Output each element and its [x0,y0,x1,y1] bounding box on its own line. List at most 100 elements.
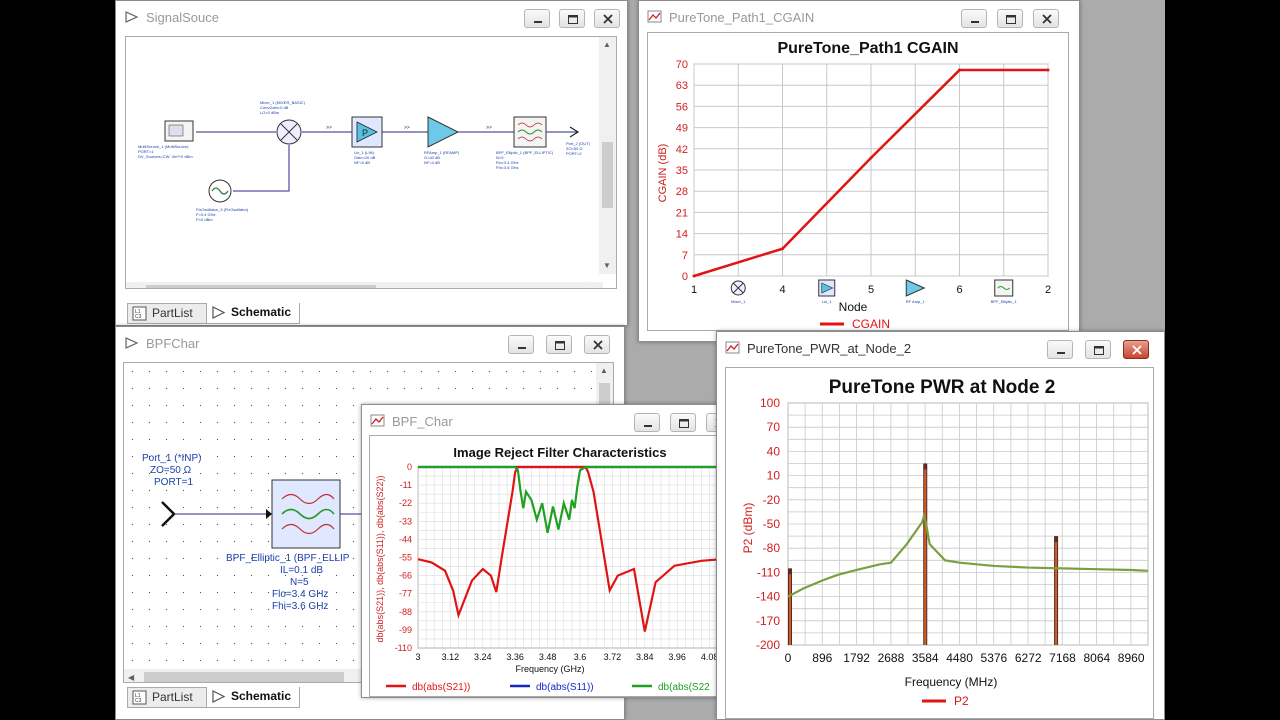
x-tick-label: 3.96 [668,652,686,662]
scroll-h-thumb[interactable] [146,285,376,288]
minimize-button[interactable] [524,9,550,28]
tab-schematic[interactable]: Schematic [206,303,300,324]
y-tick-label: 42 [676,144,688,156]
pwr-titlebar[interactable]: PureTone_PWR_at_Node_2 [717,332,1164,365]
cgain-window[interactable]: PureTone_Path1_CGAIN PureTone_Path1 CGAI… [638,0,1080,342]
chart-icon [370,414,385,427]
maximize-button[interactable] [546,335,572,354]
vertical-scrollbar[interactable]: ▲ ▼ [599,37,616,274]
y-tick-label: -170 [756,614,780,628]
node-icon-1 [730,280,746,296]
port-label-line: Port_1 (*INP) [142,453,201,464]
y-tick-label: 100 [760,396,780,410]
cgain-chart-area[interactable]: PureTone_Path1 CGAIN CGAIN (dB) Node CGA… [647,32,1069,331]
signal-source-canvas[interactable]: P >> >> >> MultiSource_1 (MultiSource) POR… [125,36,617,289]
scroll-left-arrow[interactable]: ◀ [130,286,136,288]
tab-partlist[interactable]: L1 C3 PartList [127,687,207,708]
minimize-button[interactable] [634,413,660,432]
x-tick-label: 8960 [1118,651,1145,665]
schematic-tab-icon [212,306,226,319]
y-axis-label: CGAIN (dB) [657,144,669,203]
x-tick-label: 3.84 [636,652,654,662]
scroll-h-thumb[interactable] [144,672,344,682]
svg-text:>>: >> [326,125,332,131]
y-tick-label: 0 [682,271,688,283]
x-axis-label: Frequency (MHz) [905,675,998,689]
y-tick-label: -66 [399,571,412,581]
scroll-down-arrow[interactable]: ▼ [603,261,611,270]
tab-label: PartList [152,306,193,320]
bpf-char-chart-window[interactable]: BPF_Char Image Reject Filter Characteris… [361,404,741,698]
bpf-char-chart-area[interactable]: Image Reject Filter Characteristics db(a… [369,435,740,697]
scroll-up-arrow[interactable]: ▲ [600,366,608,375]
node-label: BPF_Elliptic_1 [991,299,1018,304]
x-axis-label: Frequency (GHz) [515,664,584,674]
scroll-left-arrow[interactable]: ◀ [128,673,135,682]
cgain-point [958,68,961,72]
window-title: SignalSouce [146,10,219,25]
y-tick-label: -11 [400,480,412,490]
mixer-label: Mixer_1 (MIXER_BASIC) ConvGain=0 dB LO=0… [260,100,305,115]
y-tick-label: -20 [763,493,781,507]
close-button[interactable] [1123,340,1149,359]
x-tick-label: 1792 [843,651,870,665]
filter-label-line: Flo=3.4 GHz [272,589,328,600]
x-tick-label: 3.72 [604,652,622,662]
signal-source-window[interactable]: SignalSouce [115,0,628,326]
x-tick-label: 0 [785,651,792,665]
maximize-button[interactable] [559,9,585,28]
s21-series-line [417,465,739,632]
spectral-spike-inner [1055,542,1058,645]
node-label: Mixer_1 [731,299,746,304]
y-tick-label: -110 [395,643,412,653]
x-tick-label: 3584 [912,651,939,665]
x-tick-label: 4480 [946,651,973,665]
node-label: Lin_1 [822,299,833,304]
scroll-right-arrow[interactable]: ▶ [591,286,597,288]
bpf-char-titlebar[interactable]: BPF_Char [362,405,740,438]
filter-label-line: IL=0.1 dB [280,565,323,576]
x-tick-label: 3.24 [474,652,492,662]
pwr-node2-window[interactable]: PureTone_PWR_at_Node_2 PureTone PWR at N… [716,331,1165,720]
maximize-button[interactable] [1085,340,1111,359]
legend-label-s22: db(abs(S22 [658,682,710,693]
scroll-thumb[interactable] [602,142,613,208]
window-title: PureTone_Path1_CGAIN [669,10,815,25]
y-tick-label: 10 [767,469,781,483]
cgain-point [781,247,784,251]
horizontal-scrollbar[interactable]: ◀ ▶ [126,282,603,288]
tab-partlist[interactable]: L1 C3 PartList [127,303,207,324]
y-axis-label: db(abs(S21)), db(abs(S11)), db(abs(S22)) [375,476,385,643]
bpfchar-titlebar[interactable]: BPFChar [116,327,624,360]
x-tick-label: 6272 [1015,651,1042,665]
signal-source-tabs: L1 C3 PartList Schematic [124,303,424,325]
port-label-line: PORT=1 [154,477,193,488]
bpf-node-wave [997,286,1011,290]
close-button[interactable] [1033,9,1059,28]
maximize-button[interactable] [670,413,696,432]
cgain-titlebar[interactable]: PureTone_Path1_CGAIN [639,1,1079,34]
oscillator-label: FixOscillator_3 (FixOscillator) F=3.4 GH… [196,207,249,222]
linear-node-tri [821,282,834,294]
spectral-spike-inner [789,574,791,645]
amp2-label: RFAmp_1 (RFAMP) G=40 dB NF=4 dB [424,150,460,165]
minimize-button[interactable] [1047,340,1073,359]
cgain-point [692,274,696,278]
y-tick-label: -55 [399,553,412,563]
chart-icon [647,10,662,23]
signal-source-titlebar[interactable]: SignalSouce [116,1,627,34]
close-button[interactable] [594,9,620,28]
tab-schematic[interactable]: Schematic [206,687,300,708]
pwr-chart-area[interactable]: PureTone PWR at Node 2 P2 (dBm) Frequenc… [725,367,1154,719]
cgain-point [869,156,873,160]
minimize-button[interactable] [508,335,534,354]
y-tick-label: 40 [767,444,781,458]
scroll-up-arrow[interactable]: ▲ [603,40,611,49]
maximize-button[interactable] [997,9,1023,28]
filter-label-line: N=5 [290,577,309,588]
close-button[interactable] [584,335,610,354]
rfamp-node-icon [905,279,926,297]
schematic-icon [125,337,139,349]
minimize-button[interactable] [961,9,987,28]
